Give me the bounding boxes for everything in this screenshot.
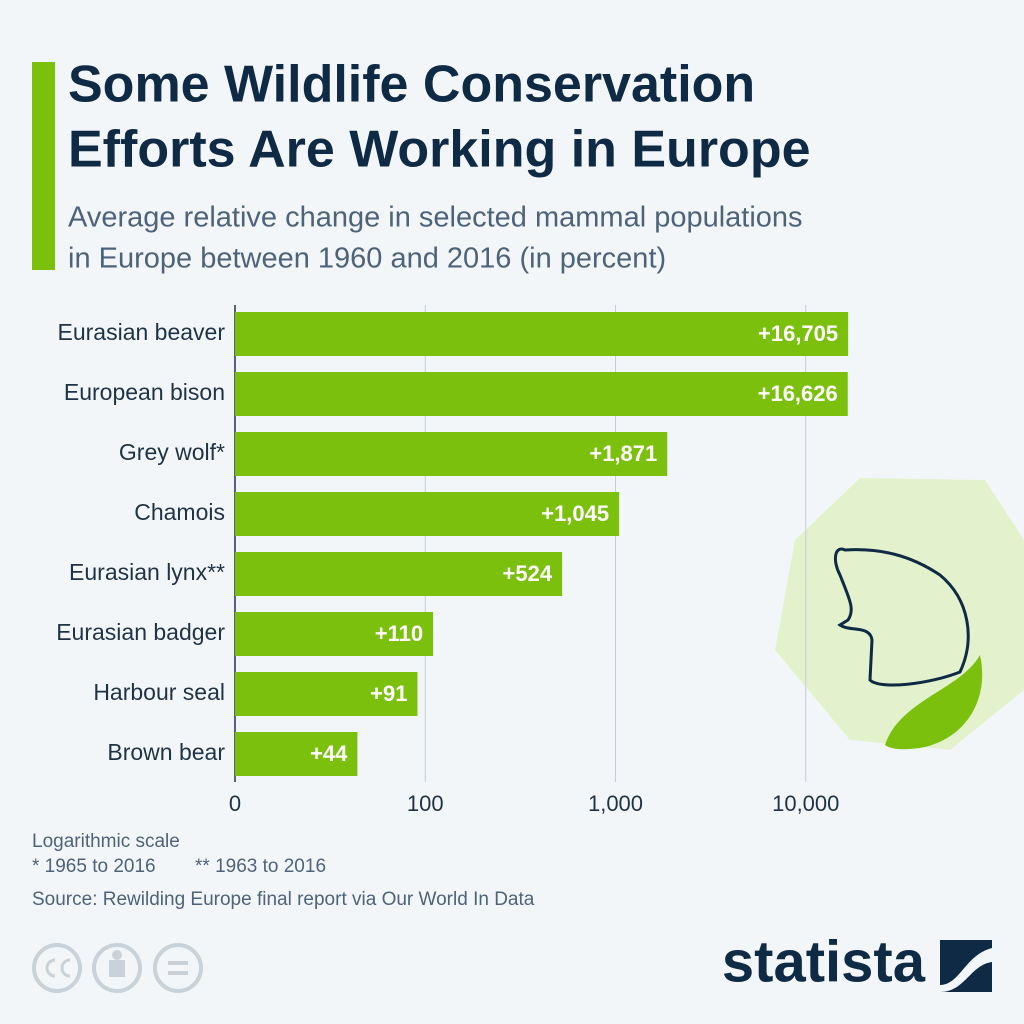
category-label: Chamois <box>134 499 225 525</box>
note: Logarithmic scale <box>32 831 180 852</box>
bar <box>235 492 620 536</box>
bar <box>235 612 434 656</box>
bar <box>235 552 563 596</box>
value-label: +524 <box>503 561 553 586</box>
value-label: +16,705 <box>758 321 838 346</box>
bar <box>235 372 848 416</box>
chart-title: Some Wildlife Conservation <box>68 56 755 114</box>
title-accent <box>32 62 55 270</box>
chart-title: Efforts Are Working in Europe <box>68 121 811 179</box>
value-label: +110 <box>375 621 423 646</box>
chart-subtitle: in Europe between 1960 and 2016 (in perc… <box>68 243 666 275</box>
bar <box>235 732 358 776</box>
value-label: +1,871 <box>589 441 657 466</box>
bar <box>235 432 668 476</box>
category-label: Harbour seal <box>93 679 225 705</box>
value-label: +44 <box>310 741 348 766</box>
x-tick-label: 0 <box>229 791 241 816</box>
category-label: Eurasian lynx** <box>69 559 225 585</box>
logo-mark <box>940 940 992 992</box>
source: Source: Rewilding Europe final report vi… <box>32 889 535 910</box>
category-label: European bison <box>64 379 225 405</box>
x-tick-label: 1,000 <box>588 791 643 816</box>
logo: statista <box>722 929 926 994</box>
bar <box>235 672 418 716</box>
note: * 1965 to 2016 <box>32 856 156 877</box>
illustration <box>775 478 1024 750</box>
bar <box>235 312 849 356</box>
category-label: Brown bear <box>107 739 225 765</box>
category-label: Grey wolf* <box>119 439 225 465</box>
x-tick-label: 100 <box>407 791 444 816</box>
value-label: +16,626 <box>758 381 838 406</box>
chart-subtitle: Average relative change in selected mamm… <box>68 202 803 234</box>
note: ** 1963 to 2016 <box>195 856 326 877</box>
category-label: Eurasian badger <box>56 619 225 645</box>
license-icons <box>32 943 203 993</box>
category-label: Eurasian beaver <box>58 319 226 345</box>
value-label: +1,045 <box>541 501 609 526</box>
value-label: +91 <box>370 681 407 706</box>
x-tick-label: 10,000 <box>772 791 839 816</box>
